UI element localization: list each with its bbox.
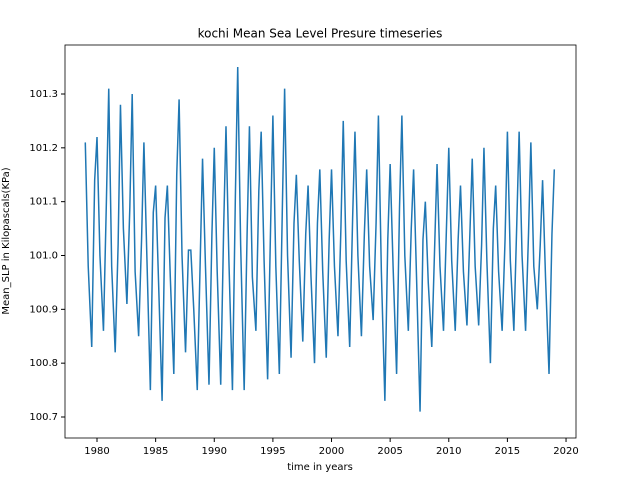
y-tick-label: 100.7 (29, 412, 58, 423)
x-tick-label: 1990 (202, 446, 227, 457)
y-tick-label: 100.8 (29, 358, 58, 369)
plot-frame (64, 44, 577, 439)
x-tick-label: 1980 (84, 446, 109, 457)
y-tick-label: 100.9 (29, 304, 58, 315)
data-line (84, 67, 556, 412)
x-tick-label: 2020 (553, 446, 578, 457)
x-tick-label: 2000 (319, 446, 344, 457)
chart-title: kochi Mean Sea Level Presure timeseries (198, 27, 443, 41)
x-tick-label: 2015 (495, 446, 520, 457)
x-axis-label: time in years (287, 462, 353, 473)
x-tick-label: 1985 (143, 446, 168, 457)
y-axis-label: Mean_SLP in Kilopascals(KPa) (1, 167, 12, 314)
y-tick-label: 101.3 (29, 89, 58, 100)
y-tick-label: 101.0 (29, 250, 58, 261)
x-tick-label: 2010 (436, 446, 461, 457)
x-tick-label: 2005 (377, 446, 402, 457)
y-tick-label: 101.2 (29, 143, 58, 154)
x-tick-label: 1995 (260, 446, 285, 457)
y-tick-label: 101.1 (29, 197, 58, 208)
